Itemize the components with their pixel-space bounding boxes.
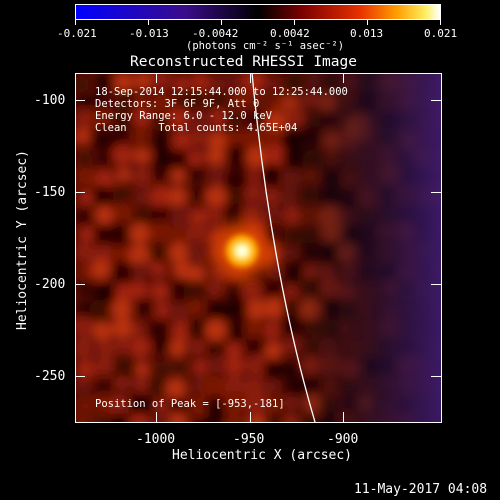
colorbar-tick-label: 0.021 [424,27,458,40]
x-tick-label: -900 [327,432,359,447]
info-clean-counts: Clean Total counts: 4.65E+04 [95,122,298,134]
timestamp: 11-May-2017 04:08 [354,482,488,497]
info-time-range: 18-Sep-2014 12:15:44.000 to 12:25:44.000 [95,86,348,98]
colorbar-axis [75,20,441,25]
y-tick-label: -250 [34,369,66,384]
colorbar-tick-label: -0.0042 [192,27,239,40]
x-tick-label: -950 [233,432,265,447]
colorbar-tick-label: 0.0042 [270,27,310,40]
peak-position-label: Position of Peak = [-953,-181] [95,398,285,410]
x-axis-label: Heliocentric X (arcsec) [172,448,353,463]
x-tick-label: -1000 [136,432,176,447]
info-detectors: Detectors: 3F 6F 9F, Att 0 [95,98,260,110]
colorbar-unit-label: (photons cm⁻² s⁻¹ asec⁻²) [186,40,345,52]
y-tick-label: -200 [34,277,66,292]
image-title: Reconstructed RHESSI Image [130,54,357,70]
y-axis-label: Heliocentric Y (arcsec) [15,149,30,330]
colorbar-tick-label: -0.013 [129,27,169,40]
y-tick-label: -150 [34,185,66,200]
y-tick-label: -100 [34,93,66,108]
colorbar-tick-label: 0.013 [350,27,384,40]
colorbar [75,4,441,20]
info-energy-range: Energy Range: 6.0 - 12.0 keV [95,110,273,122]
colorbar-tick-label: -0.021 [57,27,97,40]
